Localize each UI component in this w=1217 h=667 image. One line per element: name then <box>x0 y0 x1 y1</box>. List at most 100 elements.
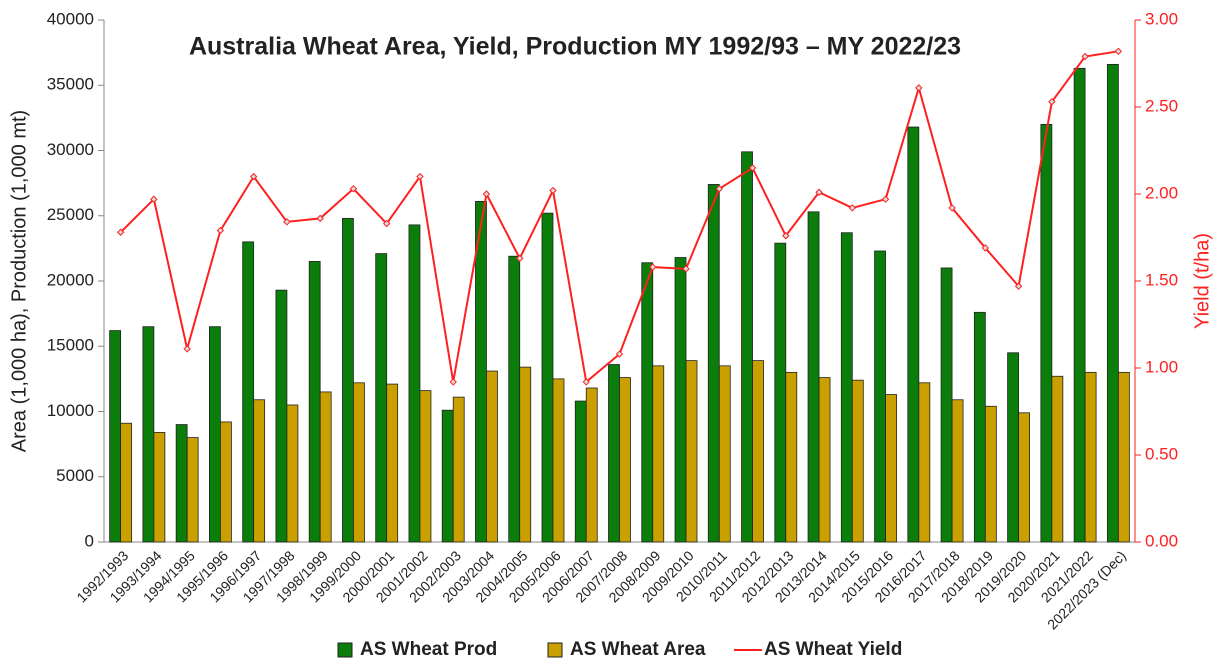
bar <box>685 360 698 543</box>
bar <box>1073 67 1086 543</box>
marker <box>283 218 291 226</box>
y2-tick-label: 1.50 <box>1145 270 1178 289</box>
bar <box>286 404 299 543</box>
marker <box>649 263 657 271</box>
bar <box>1051 375 1064 543</box>
marker <box>316 214 324 223</box>
bar <box>851 379 864 543</box>
marker <box>915 84 923 92</box>
marker <box>715 185 723 193</box>
bar <box>242 241 255 543</box>
bar <box>874 250 886 543</box>
bar <box>386 383 399 543</box>
bar <box>885 394 897 543</box>
bar <box>253 399 266 543</box>
y-tick-label: 0 <box>85 531 94 550</box>
y-tick-label: 15000 <box>47 336 94 355</box>
bar <box>951 399 964 543</box>
y-tick-label: 20000 <box>47 270 94 289</box>
marker <box>948 204 956 212</box>
marker <box>782 232 790 240</box>
bar <box>419 390 432 543</box>
marker <box>582 378 590 386</box>
marker <box>516 254 524 263</box>
marker <box>981 244 990 252</box>
marker <box>449 378 457 386</box>
bar <box>1084 371 1097 543</box>
bar <box>807 211 820 543</box>
marker <box>1014 282 1023 290</box>
bar <box>608 364 620 543</box>
marker <box>249 172 258 181</box>
marker <box>216 226 225 235</box>
bar <box>1040 124 1053 543</box>
marker <box>748 164 757 172</box>
marker <box>682 265 690 273</box>
y2-tick-label: 1.00 <box>1145 357 1178 376</box>
bar <box>220 421 232 543</box>
marker <box>1081 52 1089 61</box>
marker <box>482 190 491 198</box>
legend-label: AS Wheat Prod <box>360 639 497 660</box>
bar <box>818 377 831 543</box>
legend-label: AS Wheat Area <box>570 639 706 660</box>
bar <box>907 126 920 543</box>
bar <box>120 422 133 543</box>
marker <box>183 345 191 353</box>
bar <box>408 224 421 543</box>
bar <box>973 311 986 543</box>
bar <box>984 405 997 543</box>
marker <box>1114 47 1123 56</box>
bar <box>486 370 498 543</box>
bar <box>785 371 798 543</box>
bar <box>308 261 321 543</box>
bar <box>1018 412 1030 543</box>
bar <box>209 326 221 543</box>
y-tick-label: 40000 <box>47 9 94 28</box>
bar <box>585 387 598 543</box>
line <box>119 50 1119 384</box>
bar <box>175 424 188 543</box>
y-axis-label: Area (1,000 ha), Production (1,000 mt) <box>8 110 30 452</box>
bar <box>342 217 354 543</box>
bar <box>375 253 388 543</box>
bar <box>652 365 665 543</box>
bar <box>275 289 288 543</box>
bar <box>574 400 587 543</box>
y-tick-label: 10000 <box>47 401 94 420</box>
bar <box>142 326 155 543</box>
marker <box>116 228 125 236</box>
marker <box>848 204 857 212</box>
y2-tick-label: 2.50 <box>1145 96 1178 115</box>
marker <box>815 188 823 196</box>
bar <box>1106 63 1119 543</box>
bar <box>718 365 731 543</box>
y2-axis-label: Yield (t/ha) <box>1191 233 1213 329</box>
bar <box>519 366 532 543</box>
marker <box>150 195 158 203</box>
chart-title: Australia Wheat Area, Yield, Production … <box>189 33 961 61</box>
bar <box>619 377 631 543</box>
bar <box>741 151 753 543</box>
bar <box>940 267 953 543</box>
legend-label: AS Wheat Yield <box>764 639 902 660</box>
marker <box>416 172 424 181</box>
marker <box>615 350 624 358</box>
bar <box>441 409 454 543</box>
bar <box>707 184 720 543</box>
marker <box>349 185 358 193</box>
bar <box>541 212 554 543</box>
marker <box>1048 98 1056 106</box>
marker <box>881 195 890 203</box>
bar <box>552 378 565 543</box>
y-tick-label: 5000 <box>56 466 94 485</box>
bar <box>641 262 654 543</box>
marker <box>382 219 391 228</box>
bar <box>840 232 853 543</box>
bar <box>508 255 521 543</box>
bar <box>752 360 764 543</box>
legend-swatch <box>337 642 353 658</box>
bar <box>186 437 199 543</box>
bar <box>918 382 931 543</box>
bar <box>774 242 787 543</box>
